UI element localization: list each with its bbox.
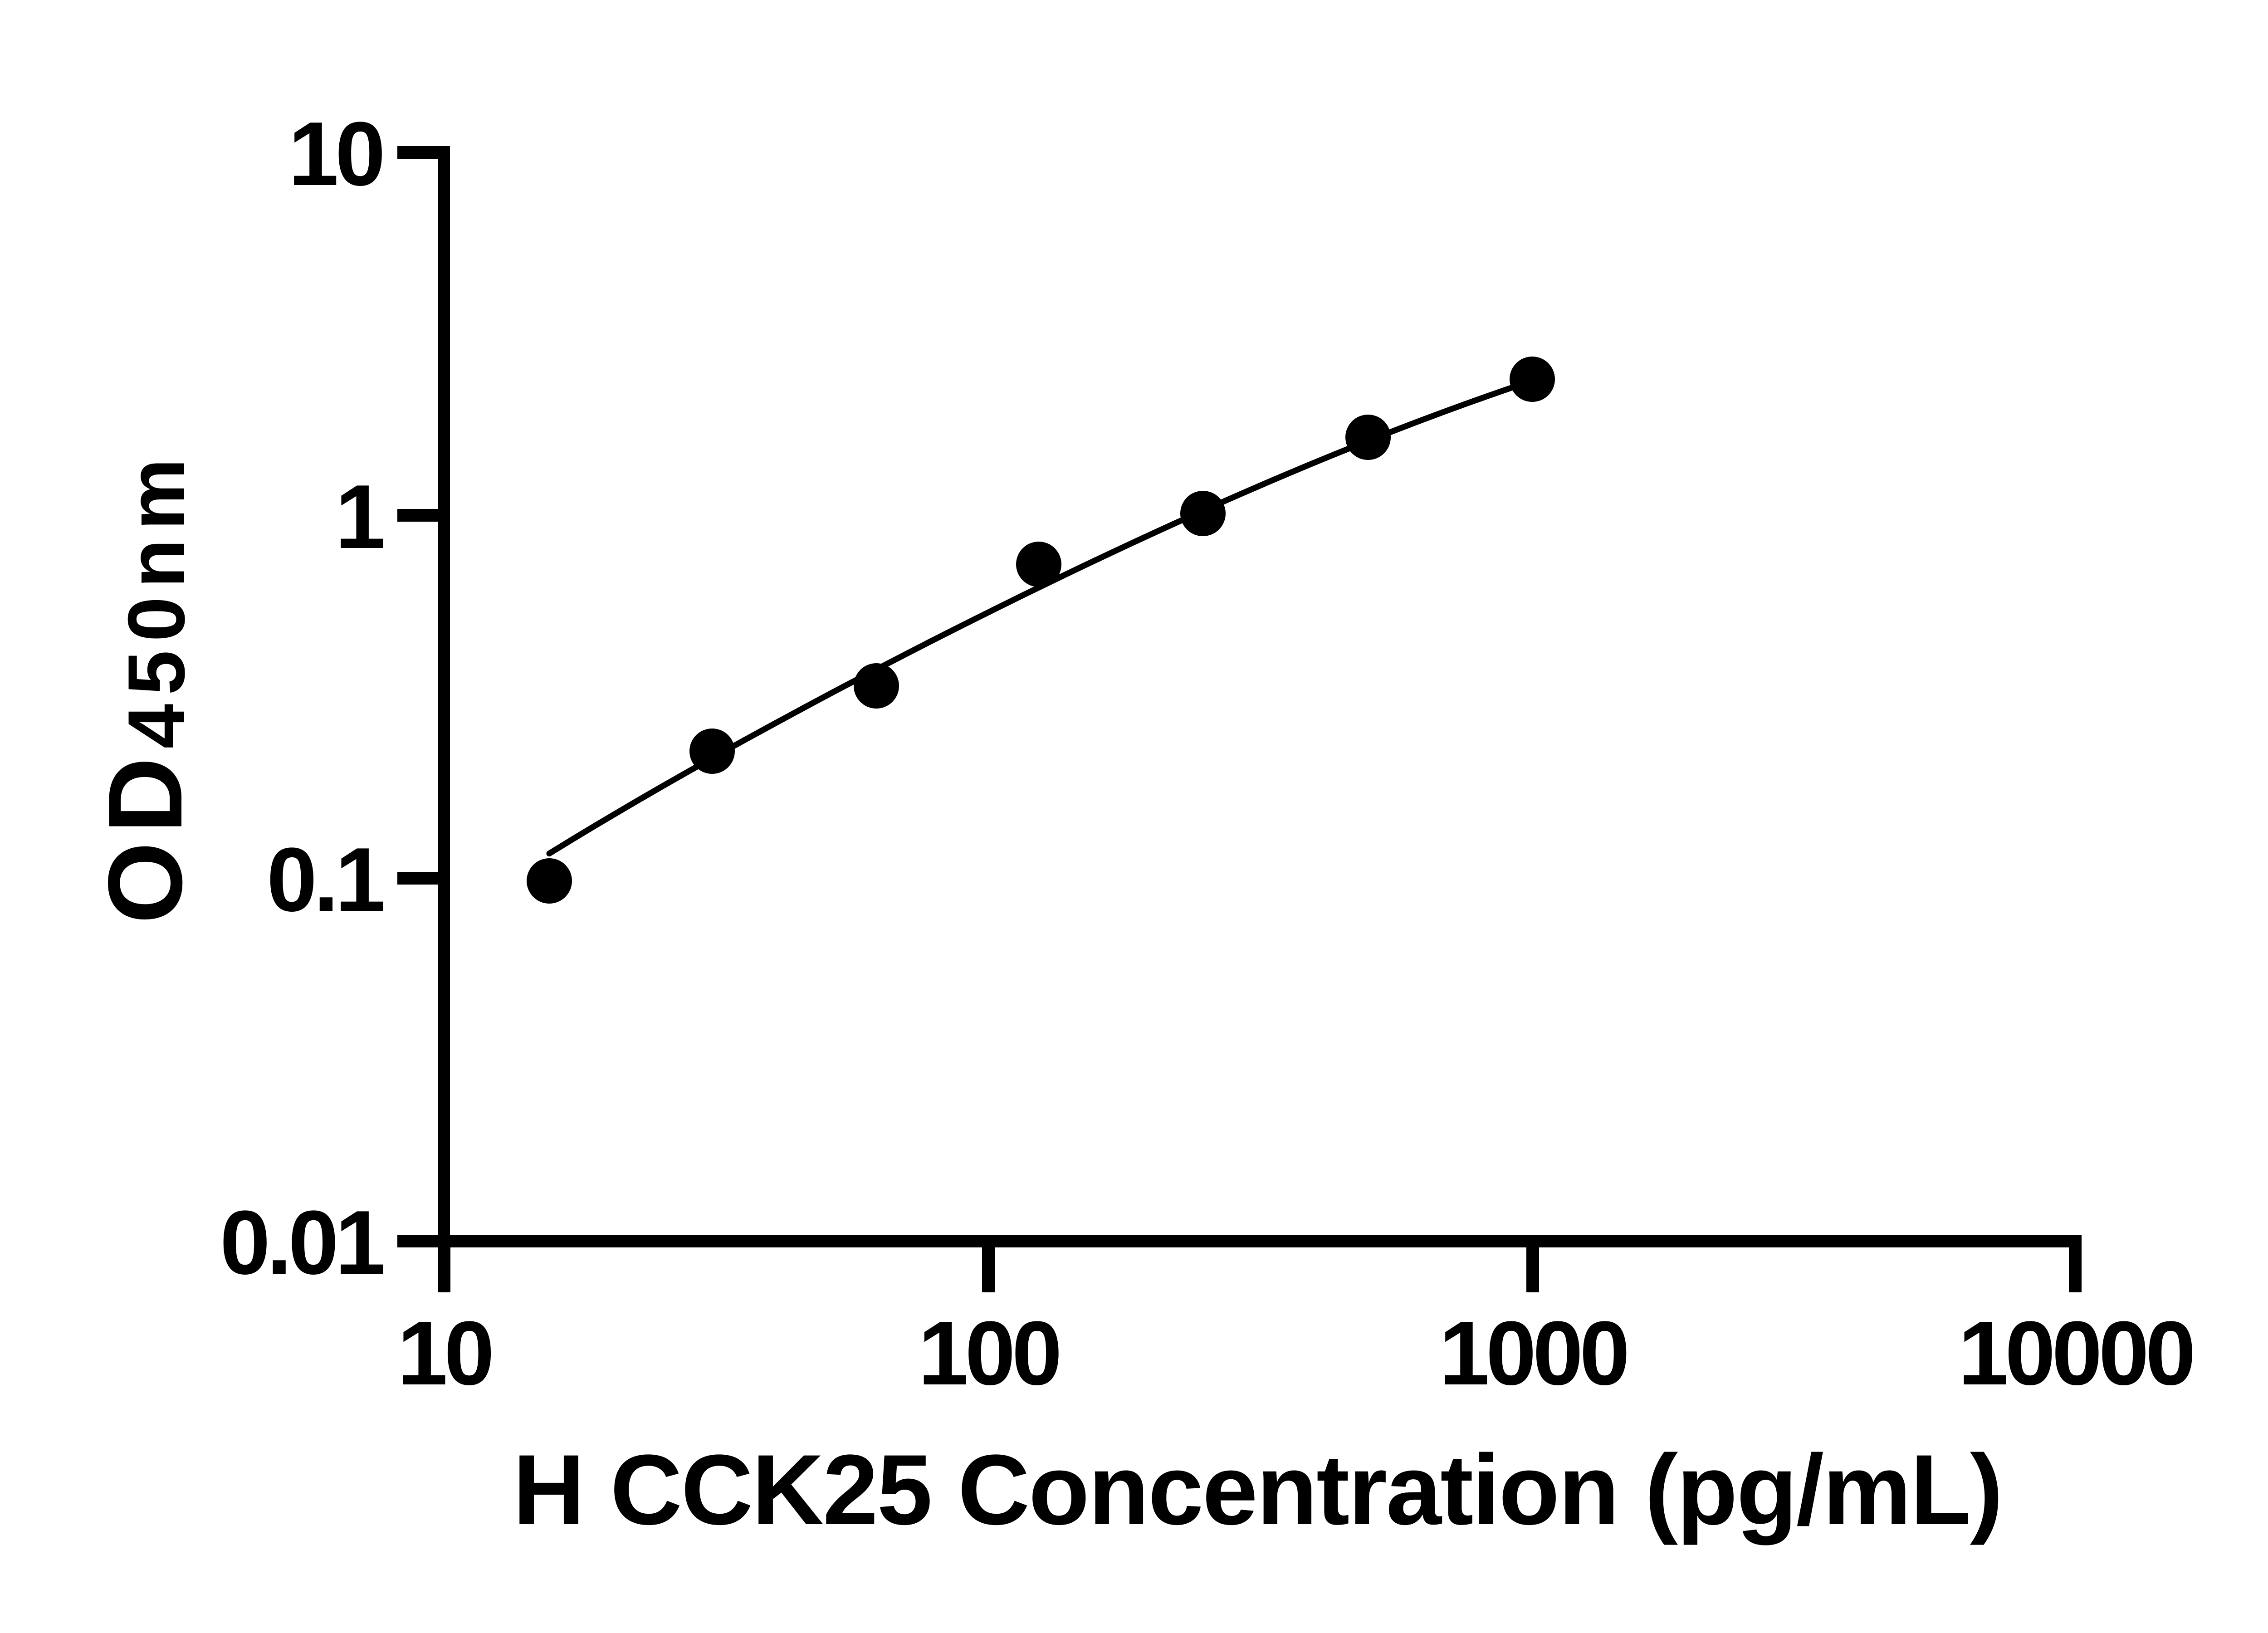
svg-text:0.01: 0.01 — [220, 1192, 383, 1293]
svg-text:1000: 1000 — [1439, 1303, 1627, 1404]
svg-text:10: 10 — [288, 103, 382, 205]
svg-text:1: 1 — [335, 466, 383, 567]
svg-text:10: 10 — [397, 1303, 491, 1404]
svg-text:10000: 10000 — [1958, 1303, 2193, 1404]
svg-text:H CCK25 Concentration (pg/mL): H CCK25 Concentration (pg/mL) — [513, 1434, 2002, 1545]
svg-text:100: 100 — [918, 1303, 1059, 1404]
svg-text:0.1: 0.1 — [267, 829, 383, 930]
